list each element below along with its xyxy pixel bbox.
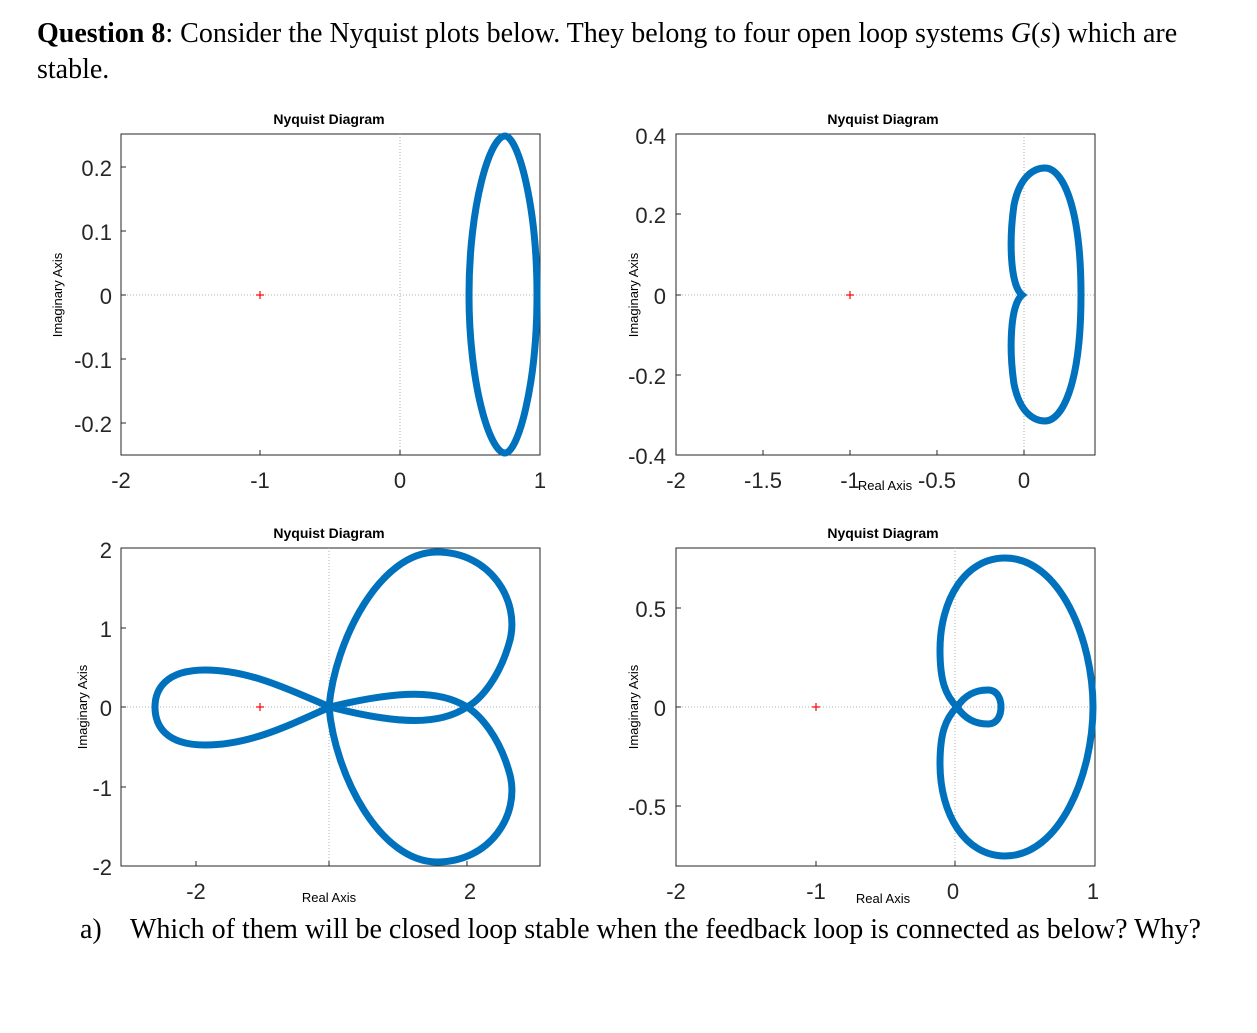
panel-4-title: Nyquist Diagram: [827, 525, 938, 541]
panel-3-ytick-label: 2: [100, 538, 112, 563]
panel-4-ytick-label: 0: [654, 696, 666, 721]
panel-4-xtick-label: 0: [947, 879, 959, 904]
panel-2-nyquist-curve: [1007, 164, 1085, 425]
panel-4-xtick-label: -2: [666, 879, 686, 904]
question-text-before: : Consider the Nyquist plots below. They…: [165, 18, 1011, 49]
panel-4-ytick-label: -0.5: [628, 795, 666, 820]
panel-3-xtick-label: -2: [186, 879, 206, 904]
paren-open: (: [1030, 18, 1041, 49]
panel-1-axes-box: [120, 133, 541, 456]
panel-1-ytick-label: -0.2: [74, 412, 112, 437]
panel-1-xtick-label: 0: [394, 468, 406, 493]
question-number: Question 8: [37, 18, 166, 49]
panel-4-xtick-label: -1: [806, 879, 826, 904]
panel-4-nyquist-curve: [936, 554, 1097, 860]
panel-2-xlabel: Real Axis: [858, 478, 913, 493]
panel-2-xtick-label: -1.5: [744, 468, 782, 493]
panel-4: Nyquist Diagram Imaginary Axis 0.5 0 -0.…: [626, 525, 1099, 906]
panel-1-xtick-label: 1: [534, 468, 546, 493]
panel-2-xtick-label: -2: [666, 468, 686, 493]
panel-4-xtick-label: 1: [1087, 879, 1099, 904]
panel-3-xtick-label: 2: [464, 879, 476, 904]
panel-4-ylabel: Imaginary Axis: [626, 664, 641, 749]
panel-3-ylabel: Imaginary Axis: [75, 664, 90, 749]
panel-2-ylabel: Imaginary Axis: [626, 252, 641, 337]
panel-1-ytick-label: -0.1: [74, 348, 112, 373]
panel-2-xtick-label: -0.5: [918, 468, 956, 493]
sub-question-a-text: Which of them will be closed loop stable…: [130, 914, 1201, 945]
paren-close: ): [1051, 18, 1061, 49]
symbol-g: G: [1010, 18, 1031, 49]
panel-3-xlabel: Real Axis: [302, 890, 357, 905]
panel-4-ytick-label: 0.5: [635, 597, 666, 622]
panel-2-xtick-label: 0: [1018, 468, 1030, 493]
panel-1-ytick-label: 0.1: [81, 220, 112, 245]
panel-2-ytick-label: -0.2: [628, 364, 666, 389]
panel-3-ytick-label: -2: [92, 855, 112, 880]
panel-2-ytick-label: -0.4: [628, 444, 666, 469]
panel-1-nyquist-curve: [465, 132, 541, 457]
question-text-after: which are stable.: [37, 18, 1178, 85]
panel-2-ytick-label: 0.4: [635, 124, 666, 149]
panel-2-axes-box: [675, 133, 1096, 456]
panel-1-title: Nyquist Diagram: [273, 111, 384, 127]
sub-question-a-label: a): [80, 914, 102, 945]
panel-2-xtick-label: -1: [840, 468, 860, 493]
panel-2-title: Nyquist Diagram: [827, 111, 938, 127]
panel-1-ytick-label: 0.2: [81, 156, 112, 181]
panel-1: Nyquist Diagram Imaginary Axis 0.2 0.1 0…: [50, 111, 546, 493]
question-text: Question 8: Consider the Nyquist plots b…: [37, 16, 1237, 88]
panel-3-nyquist-curve: [151, 548, 516, 866]
panel-3-title: Nyquist Diagram: [273, 525, 384, 541]
panel-3-critical-point: [256, 703, 264, 711]
panel-1-ylabel: Imaginary Axis: [50, 252, 65, 337]
panel-1-critical-point: [256, 291, 264, 299]
symbol-s: s: [1040, 18, 1052, 49]
panel-1-xtick-label: -1: [250, 468, 270, 493]
panel-4-critical-point: [812, 703, 820, 711]
panel-4-xlabel: Real Axis: [856, 891, 911, 906]
panel-3: Nyquist Diagram Imaginary Axis 2 1 0 -1 …: [75, 525, 541, 905]
panel-2-critical-point: [846, 291, 854, 299]
panel-1-xtick-label: -2: [111, 468, 131, 493]
panel-2-ytick-label: 0.2: [635, 203, 666, 228]
panel-2-ytick-label: 0: [654, 284, 666, 309]
panel-3-ytick-label: 1: [100, 617, 112, 642]
panel-2: Nyquist Diagram Imaginary Axis 0.4 0.2 0…: [626, 111, 1096, 493]
panel-4-axes-box: [675, 547, 1096, 867]
panel-3-ytick-label: 0: [100, 696, 112, 721]
panel-1-ytick-label: 0: [100, 284, 112, 309]
panel-3-ytick-label: -1: [92, 776, 112, 801]
